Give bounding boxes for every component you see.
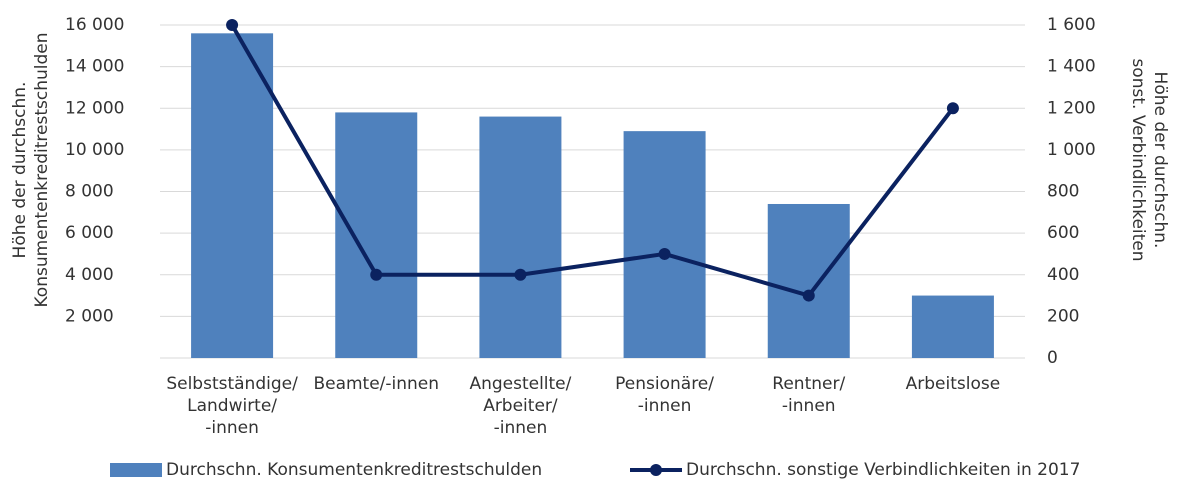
y-tick-label: 2 000 (65, 306, 114, 326)
y2-tick-label: 1 600 (1047, 15, 1096, 35)
y2-axis-label: Höhe der durchschn.sonst. Verbindlichkei… (1128, 58, 1170, 261)
y-tick-label: 10 000 (65, 140, 124, 160)
y2-tick-label: 0 (1047, 348, 1058, 368)
y-tick-label: 14 000 (65, 57, 124, 77)
x-tick-label: Rentner/-innen (772, 374, 845, 416)
y-tick-label: 4 000 (65, 265, 114, 285)
y-tick-label: 12 000 (65, 98, 124, 118)
legend-label: Durchschn. Konsumentenkreditrestschulden (166, 460, 542, 480)
bar (623, 131, 706, 358)
x-tick-label: Beamte/-innen (313, 374, 439, 394)
bar (479, 116, 562, 358)
y-tick-label: 8 000 (65, 182, 114, 202)
line-marker (946, 102, 959, 115)
line-marker (658, 247, 671, 260)
y-axis-label: Höhe der durchschn. Konsumentenkreditrest… (10, 33, 52, 308)
bar (911, 295, 994, 358)
bar (767, 203, 850, 358)
y2-tick-label: 1 000 (1047, 140, 1096, 160)
y2-tick-label: 1 400 (1047, 57, 1096, 77)
y-tick-label: 6 000 (65, 223, 114, 243)
line-marker (802, 289, 815, 302)
line-marker (370, 268, 383, 281)
line (230, 24, 955, 298)
line-marker (226, 19, 239, 31)
bar (191, 33, 274, 358)
y2-tick-label: 600 (1047, 223, 1079, 243)
y-tick-label: 16 000 (65, 15, 124, 35)
y2-tick-label: 800 (1047, 182, 1079, 202)
y2-tick-label: 1 200 (1047, 98, 1096, 118)
bar (335, 112, 418, 358)
legend-label: Durchschn. sonstige Verbindlichkeiten in… (686, 460, 1080, 480)
line-marker (514, 268, 527, 281)
x-tick-label: Arbeitslose (906, 374, 1001, 394)
y2-tick-label: 400 (1047, 265, 1079, 285)
x-tick-label: Pensionäre/-innen (615, 374, 714, 416)
x-tick-label: Angestellte/Arbeiter/-innen (469, 374, 571, 438)
legend-marker (650, 464, 662, 476)
legend-swatch (110, 463, 162, 477)
y2-tick-label: 200 (1047, 306, 1079, 326)
x-tick-label: Selbstständige/Landwirte/-innen (166, 374, 298, 438)
